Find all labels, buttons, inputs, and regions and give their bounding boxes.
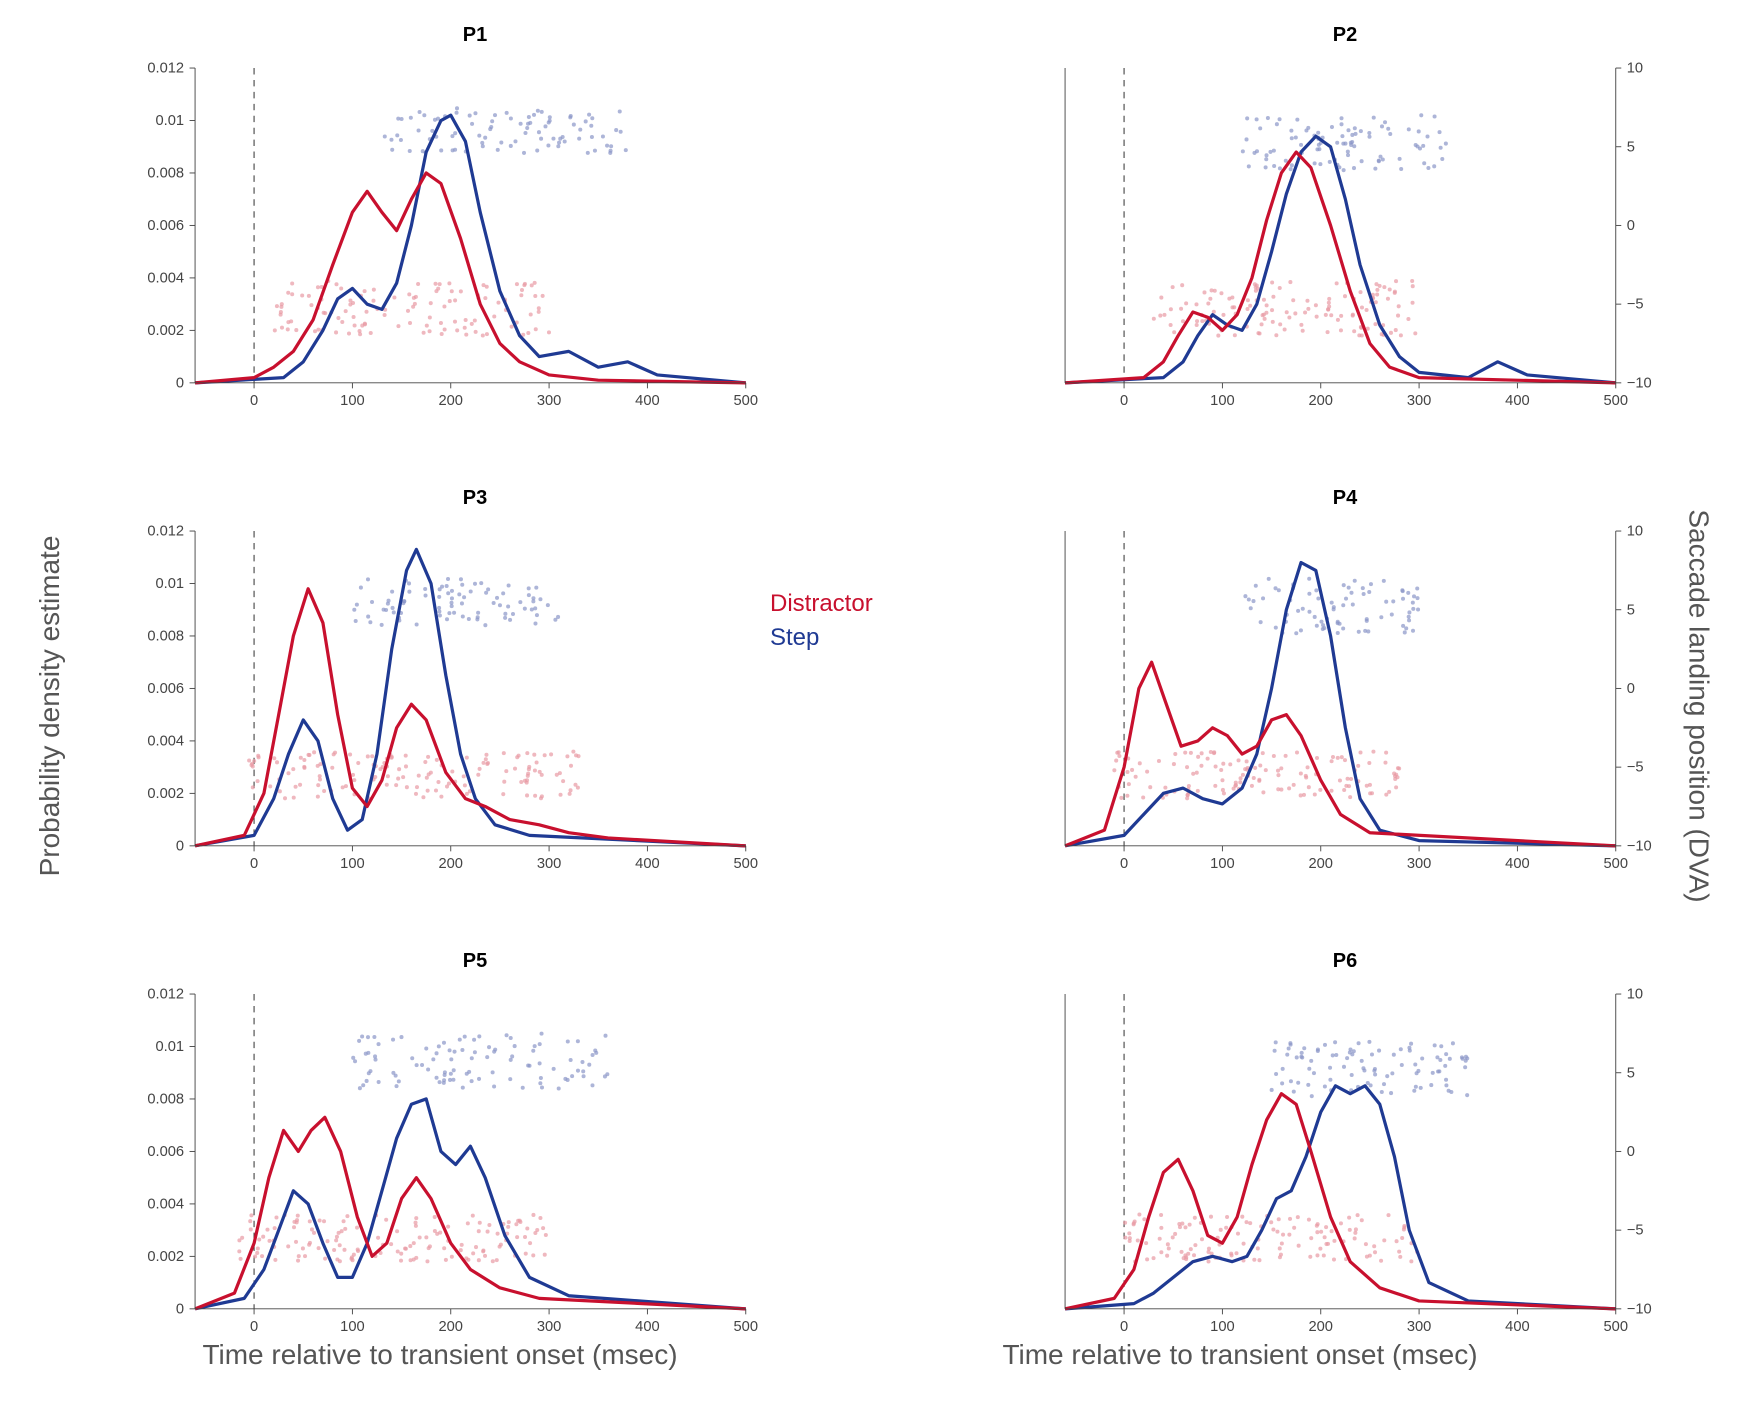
svg-text:500: 500 <box>1604 393 1628 409</box>
svg-text:400: 400 <box>1505 393 1529 409</box>
svg-text:0.002: 0.002 <box>147 323 184 339</box>
svg-text:0.01: 0.01 <box>155 113 184 129</box>
svg-text:300: 300 <box>1407 856 1431 872</box>
svg-text:0.002: 0.002 <box>147 1249 184 1265</box>
svg-text:0: 0 <box>250 856 258 872</box>
svg-text:0.006: 0.006 <box>147 218 184 234</box>
panel-title: P3 <box>463 487 487 510</box>
y-axis-label-left: Probability density estimate <box>34 535 66 876</box>
svg-text:300: 300 <box>1407 393 1431 409</box>
svg-text:400: 400 <box>635 1319 659 1335</box>
svg-text:100: 100 <box>340 856 364 872</box>
svg-text:400: 400 <box>1505 856 1529 872</box>
svg-text:200: 200 <box>439 856 463 872</box>
svg-text:0.012: 0.012 <box>147 61 184 77</box>
svg-text:−5: −5 <box>1627 297 1644 313</box>
svg-text:100: 100 <box>340 1319 364 1335</box>
svg-text:0.008: 0.008 <box>147 1092 184 1108</box>
svg-text:10: 10 <box>1627 987 1643 1003</box>
svg-text:0.01: 0.01 <box>155 1039 184 1055</box>
svg-text:−5: −5 <box>1627 1223 1644 1239</box>
svg-text:0.006: 0.006 <box>147 681 184 697</box>
svg-text:0.01: 0.01 <box>155 576 184 592</box>
svg-text:0: 0 <box>176 1301 184 1317</box>
svg-text:200: 200 <box>1309 856 1333 872</box>
panel-p6: P6 0100200300400500−10−50510 <box>1010 976 1680 1359</box>
legend-item-distractor: Distractor <box>770 590 873 618</box>
svg-text:10: 10 <box>1627 524 1643 540</box>
svg-text:200: 200 <box>439 393 463 409</box>
panel-p3: P3 010020030040050000.0020.0040.0060.008… <box>140 513 810 896</box>
svg-text:500: 500 <box>734 856 758 872</box>
svg-text:300: 300 <box>537 1319 561 1335</box>
panel-svg: 0 100 200 300 400 500 0 0.002 0.004 0.006 0.008 0.0… <box>140 976 810 1359</box>
x-axis-label-left-col: Time relative to transient onset (msec) <box>140 1339 740 1371</box>
y-axis-label-right: Saccade landing position (DVA) <box>1682 509 1714 902</box>
legend: Distractor Step <box>770 590 873 658</box>
svg-text:400: 400 <box>635 393 659 409</box>
svg-text:10: 10 <box>1627 61 1643 77</box>
panel-svg: 0 100 200 300 400 500 −10 −5 0 5 10 <box>1010 513 1680 896</box>
panel-p2: P2 0100200300400500−10−50510 <box>1010 50 1680 433</box>
svg-text:0: 0 <box>250 393 258 409</box>
figure-container: Probability density estimate Saccade lan… <box>20 20 1733 1391</box>
svg-text:100: 100 <box>1210 1319 1234 1335</box>
svg-text:0: 0 <box>176 838 184 854</box>
panel-p5: P5 010020030040050000.0020.0040.0060.008… <box>140 976 810 1359</box>
panel-svg: 0 100 200 300 400 500 0 0.002 0.004 0.006 0.008 0.0… <box>140 50 810 433</box>
svg-text:0: 0 <box>1627 1144 1635 1160</box>
svg-text:300: 300 <box>537 856 561 872</box>
svg-text:100: 100 <box>340 393 364 409</box>
svg-text:0: 0 <box>176 375 184 391</box>
svg-text:0.008: 0.008 <box>147 629 184 645</box>
panel-title: P2 <box>1333 24 1357 47</box>
svg-text:0.004: 0.004 <box>147 733 184 749</box>
x-axis-label-right-col: Time relative to transient onset (msec) <box>940 1339 1540 1371</box>
svg-text:0.006: 0.006 <box>147 1144 184 1160</box>
svg-text:100: 100 <box>1210 393 1234 409</box>
svg-text:0: 0 <box>1120 1319 1128 1335</box>
svg-text:0: 0 <box>1627 681 1635 697</box>
svg-text:400: 400 <box>635 856 659 872</box>
panel-title: P4 <box>1333 487 1357 510</box>
svg-text:0: 0 <box>1120 393 1128 409</box>
svg-text:100: 100 <box>1210 856 1234 872</box>
panel-p4: P4 0100200300400500−10−50510 <box>1010 513 1680 896</box>
panel-p1: P1 010020030040050000.0020.0040.0060.008… <box>140 50 810 433</box>
svg-text:200: 200 <box>1309 393 1333 409</box>
svg-text:400: 400 <box>1505 1319 1529 1335</box>
svg-text:0.004: 0.004 <box>147 1196 184 1212</box>
legend-item-step: Step <box>770 624 873 652</box>
svg-text:500: 500 <box>1604 856 1628 872</box>
svg-text:0.012: 0.012 <box>147 987 184 1003</box>
svg-text:−10: −10 <box>1627 838 1652 854</box>
svg-text:300: 300 <box>1407 1319 1431 1335</box>
panel-svg: 0 100 200 300 400 500 −10 −5 0 5 10 <box>1010 50 1680 433</box>
svg-text:−10: −10 <box>1627 375 1652 391</box>
svg-text:0: 0 <box>1627 218 1635 234</box>
svg-text:0: 0 <box>1120 856 1128 872</box>
svg-text:200: 200 <box>439 1319 463 1335</box>
svg-text:5: 5 <box>1627 602 1635 618</box>
svg-text:500: 500 <box>734 1319 758 1335</box>
panel-title: P1 <box>463 24 487 47</box>
panel-svg: 0 100 200 300 400 500 0 0.002 0.004 0.006 0.008 0.0… <box>140 513 810 896</box>
svg-text:300: 300 <box>537 393 561 409</box>
svg-text:200: 200 <box>1309 1319 1333 1335</box>
svg-text:500: 500 <box>1604 1319 1628 1335</box>
panel-title: P5 <box>463 950 487 973</box>
svg-text:−10: −10 <box>1627 1301 1652 1317</box>
svg-text:−5: −5 <box>1627 760 1644 776</box>
svg-text:500: 500 <box>734 393 758 409</box>
panel-title: P6 <box>1333 950 1357 973</box>
svg-text:0.008: 0.008 <box>147 166 184 182</box>
svg-text:0.002: 0.002 <box>147 786 184 802</box>
svg-text:5: 5 <box>1627 139 1635 155</box>
panel-svg: 0 100 200 300 400 500 −10 −5 0 5 10 <box>1010 976 1680 1359</box>
svg-text:5: 5 <box>1627 1065 1635 1081</box>
svg-text:0.004: 0.004 <box>147 270 184 286</box>
svg-text:0: 0 <box>250 1319 258 1335</box>
svg-text:0.012: 0.012 <box>147 524 184 540</box>
